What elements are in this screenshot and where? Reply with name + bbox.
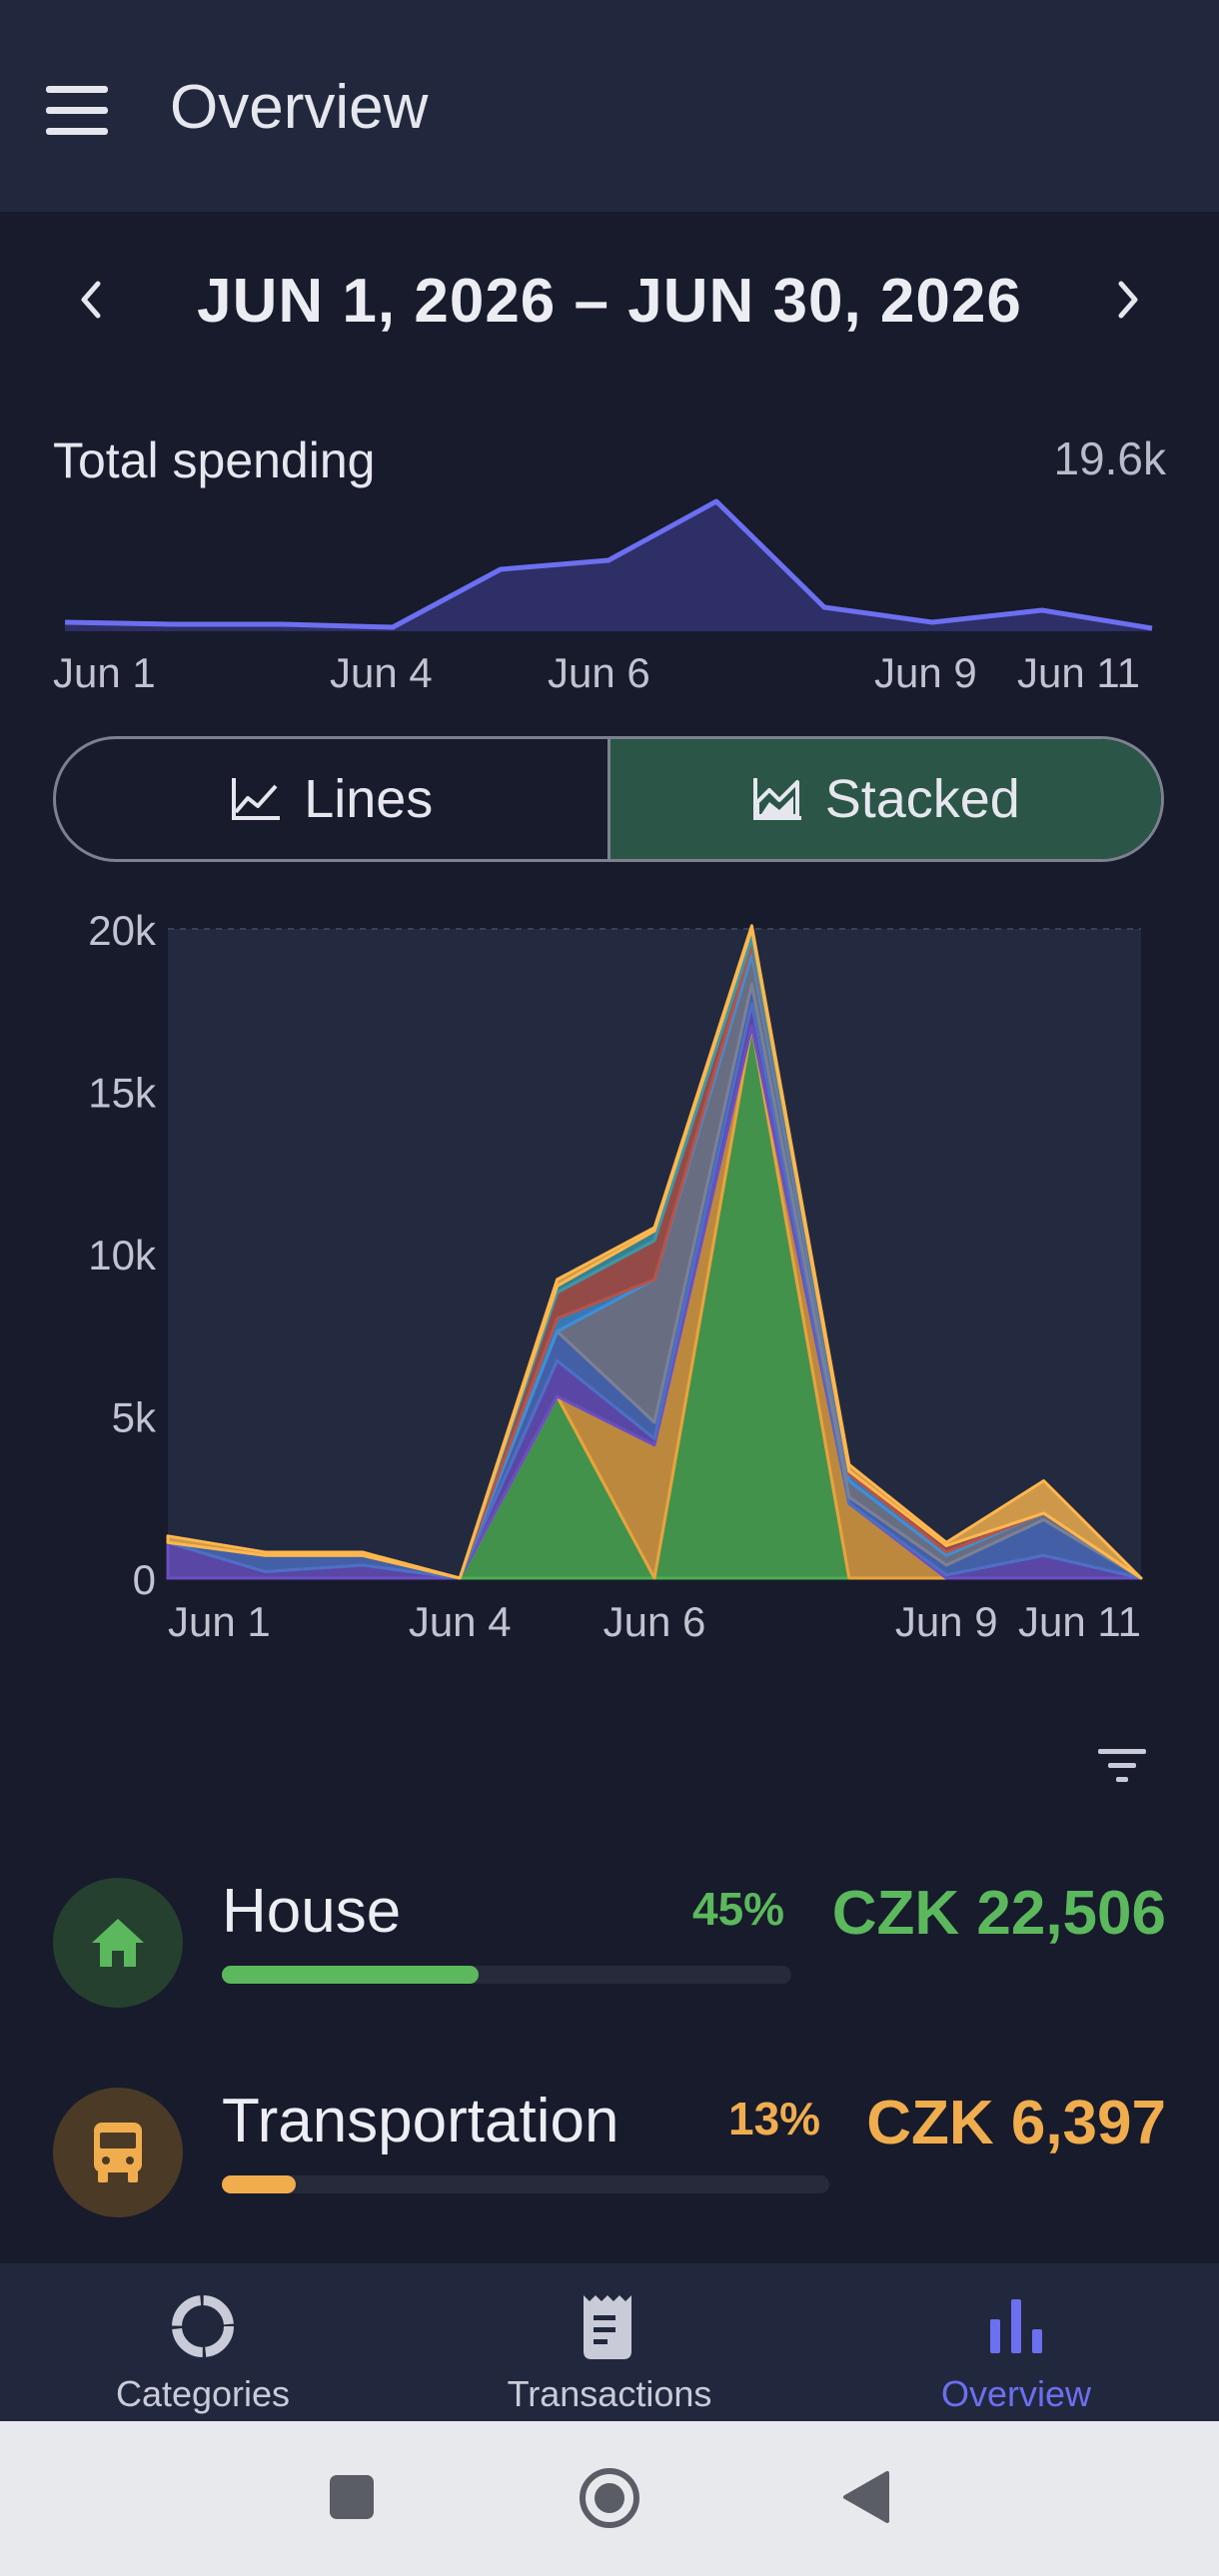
bar-chart-icon: [990, 2299, 1042, 2353]
filter-button[interactable]: [1094, 1743, 1150, 1789]
app-bar: Overview: [0, 0, 1219, 212]
category-percent: 45%: [692, 1883, 785, 1935]
nav-label: Overview: [940, 2373, 1092, 2414]
bus-icon: [53, 2088, 183, 2217]
date-range-label: JUN 1, 2026 – JUN 30, 2026: [197, 267, 1022, 336]
back-button[interactable]: [839, 2469, 891, 2530]
menu-icon[interactable]: [46, 86, 108, 136]
page-title: Overview: [170, 73, 429, 142]
nav-item-transactions[interactable]: Transactions: [407, 2263, 812, 2421]
back-triangle-icon: [843, 2471, 889, 2523]
sparkline-x-label: Jun 11: [1017, 649, 1140, 696]
date-range-selector: JUN 1, 2026 – JUN 30, 2026: [0, 248, 1219, 348]
y-tick-label: 20k: [88, 907, 157, 954]
nav-item-overview[interactable]: Overview: [813, 2263, 1219, 2421]
stacked-spending-chart: 0 5k 10k 15k 20k Jun 1 Jun 4 Jun 6 Jun 9 Jun 11: [88, 907, 1143, 1645]
donut-icon: [172, 2295, 234, 2357]
nav-label: Categories: [115, 2373, 291, 2414]
receipt-icon: [584, 2295, 631, 2359]
filter-icon: [1098, 1749, 1146, 1782]
home-button[interactable]: [578, 2466, 641, 2535]
category-name: Transportation: [222, 2087, 619, 2155]
stacked-toggle-button[interactable]: Stacked: [607, 739, 1161, 859]
category-progress-track: [222, 2175, 829, 2193]
category-row-house[interactable]: House 45% CZK 22,506: [0, 1868, 1219, 2018]
sparkline-area: [65, 501, 1152, 631]
nav-item-categories[interactable]: Categories: [0, 2263, 406, 2421]
chevron-left-icon: [81, 281, 101, 319]
y-tick-label: 15k: [88, 1070, 157, 1117]
total-spending-value: 19.6k: [1053, 432, 1166, 484]
x-tick-label: Jun 11: [1018, 1598, 1141, 1645]
line-chart-icon: [232, 778, 281, 820]
stacked-area-series-8: [166, 924, 1143, 1580]
sparkline-x-label: Jun 4: [330, 649, 433, 696]
chart-mode-toggle: Lines Stacked: [53, 736, 1164, 862]
recents-button[interactable]: [328, 2473, 376, 2526]
lines-toggle-button[interactable]: Lines: [56, 739, 608, 859]
nav-label: Transactions: [507, 2373, 712, 2414]
x-tick-label: Jun 9: [895, 1598, 998, 1645]
category-row-transportation[interactable]: Transportation 13% CZK 6,397: [0, 2078, 1219, 2227]
category-percent: 13%: [728, 2093, 821, 2145]
x-tick-label: Jun 6: [604, 1598, 706, 1645]
area-chart-icon: [752, 778, 801, 820]
system-navigation-bar: [0, 2421, 1219, 2576]
chevron-right-icon: [1118, 281, 1138, 319]
stacked-label: Stacked: [824, 769, 1020, 829]
category-progress-fill: [222, 1966, 479, 1984]
bottom-navigation: Categories Transactions Overview: [0, 2263, 1219, 2421]
previous-period-button[interactable]: [62, 270, 122, 330]
total-spending-label: Total spending: [53, 432, 376, 488]
y-tick-label: 10k: [88, 1232, 157, 1279]
sparkline-line: [64, 498, 1153, 631]
sparkline-x-label: Jun 6: [548, 649, 650, 696]
category-progress-track: [222, 1966, 791, 1984]
circle-icon: [580, 2468, 639, 2528]
x-tick-label: Jun 1: [168, 1598, 271, 1645]
y-tick-label: 5k: [112, 1394, 157, 1441]
sparkline-x-labels: Jun 1 Jun 4 Jun 6 Jun 9 Jun 11: [0, 649, 1219, 699]
total-spending-sparkline: [64, 498, 1153, 631]
next-period-button[interactable]: [1097, 270, 1157, 330]
category-amount: CZK 22,506: [831, 1879, 1166, 1948]
y-tick-label: 0: [133, 1556, 156, 1603]
category-name: House: [222, 1877, 402, 1946]
category-amount: CZK 6,397: [866, 2089, 1166, 2157]
sparkline-x-label: Jun 9: [874, 649, 977, 696]
house-icon: [53, 1878, 183, 2008]
square-icon: [330, 2475, 374, 2519]
sparkline-x-label: Jun 1: [53, 649, 156, 696]
lines-label: Lines: [304, 769, 434, 829]
category-progress-fill: [222, 2175, 296, 2193]
x-tick-label: Jun 4: [409, 1598, 512, 1645]
